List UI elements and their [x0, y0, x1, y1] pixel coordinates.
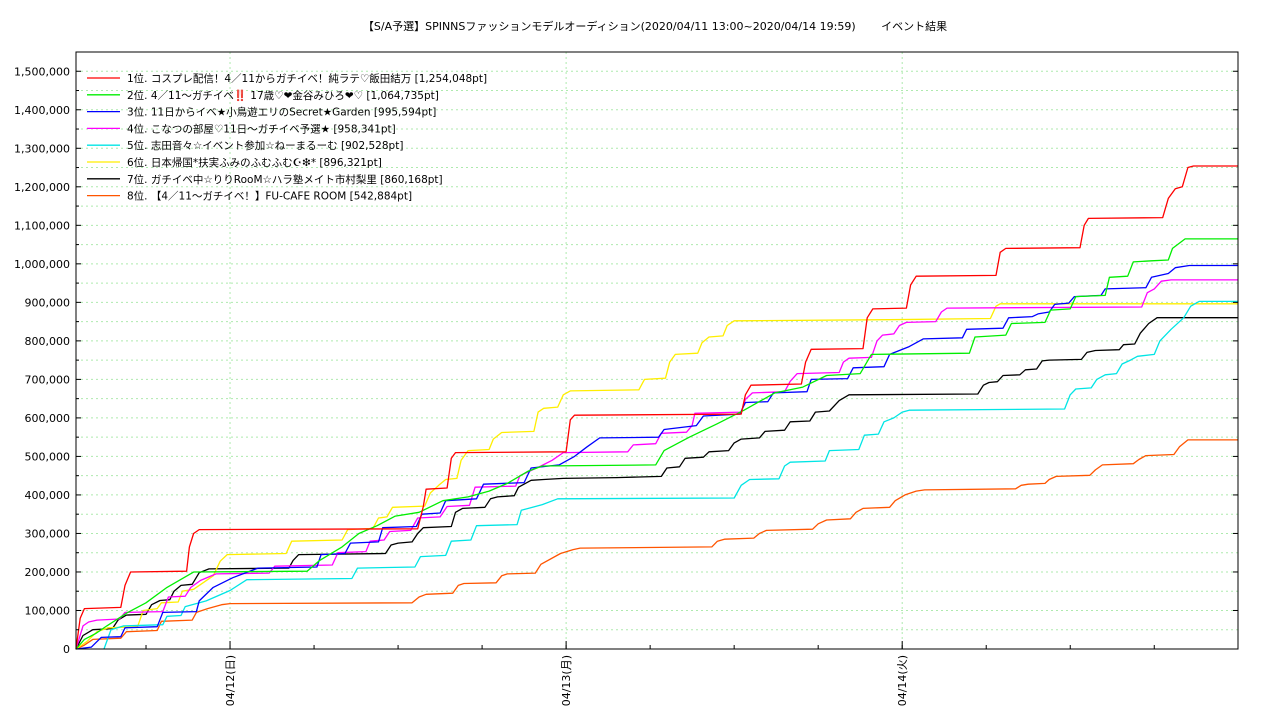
- series-line-2: [75, 238, 1238, 650]
- grid: [76, 52, 1238, 649]
- legend-label-4: 4位. こなつの部屋♡11日〜ガチイベ予選★ [958,341pt]: [127, 122, 396, 135]
- y-tick-label: 1,000,000: [14, 258, 70, 271]
- legend-label-5: 5位. 志田音々☆イベント参加☆ねーまるーむ [902,528pt]: [127, 139, 403, 152]
- x-tick-label: 04/14(火): [896, 655, 909, 706]
- legend-label-8: 8位. 【4／11〜ガチイベ！】FU-CAFE ROOM [542,884pt]: [127, 190, 412, 203]
- plot-frame: [75, 51, 1239, 650]
- legend-label-7: 7位. ガチイベ中☆りりRooM☆ハラ塾メイト市村梨里 [860,168pt]: [127, 173, 443, 186]
- y-tick-label: 1,300,000: [14, 142, 70, 155]
- chart-title: 【S/A予選】SPINNSファッションモデルオーディション(2020/04/11…: [363, 19, 947, 33]
- series-line-7: [75, 317, 1238, 650]
- series-line-6: [75, 303, 1238, 650]
- x-tick-label: 04/12(日): [224, 655, 237, 706]
- y-tick-label: 500,000: [25, 450, 71, 463]
- series-line-4: [75, 279, 1238, 650]
- series-line-1: [75, 165, 1238, 650]
- legend: 1位. コスプレ配信！4／11からガチイベ！純ラテ♡飯田結万 [1,254,04…: [87, 72, 487, 203]
- legend-label-2: 2位. 4／11〜ガチイベ‼️ 17歳♡❤金谷みひろ❤♡ [1,064,735p…: [127, 89, 439, 102]
- y-tick-label: 1,200,000: [14, 181, 70, 194]
- y-tick-label: 600,000: [25, 412, 71, 425]
- legend-label-3: 3位. 11日からイベ★小鳥遊エリのSecret★Garden [995,594…: [127, 106, 436, 119]
- series-line-5: [103, 300, 1238, 650]
- x-tick-label: 04/13(月): [560, 655, 573, 706]
- y-tick-label: 800,000: [25, 335, 71, 348]
- y-tick-label: 700,000: [25, 373, 71, 386]
- y-tick-label: 0: [63, 643, 70, 656]
- series-line-8: [75, 439, 1238, 650]
- series-line-3: [75, 264, 1238, 650]
- y-tick-label: 400,000: [25, 489, 71, 502]
- axes: 0 100,000 200,000 300,000 400,000 500,000 600,…: [14, 65, 1238, 706]
- y-tick-label: 1,500,000: [14, 65, 70, 78]
- y-tick-label: 200,000: [25, 566, 71, 579]
- y-tick-label: 100,000: [25, 604, 71, 617]
- legend-label-1: 1位. コスプレ配信！4／11からガチイベ！純ラテ♡飯田結万 [1,254,04…: [127, 72, 487, 85]
- series-lines: [75, 165, 1238, 650]
- y-tick-label: 900,000: [25, 296, 71, 309]
- y-tick-label: 300,000: [25, 527, 71, 540]
- y-tick-label: 1,400,000: [14, 104, 70, 117]
- legend-label-6: 6位. 日本帰国*扶実ふみのふむふむ☪❇* [896,321pt]: [127, 156, 382, 169]
- y-tick-label: 1,100,000: [14, 219, 70, 232]
